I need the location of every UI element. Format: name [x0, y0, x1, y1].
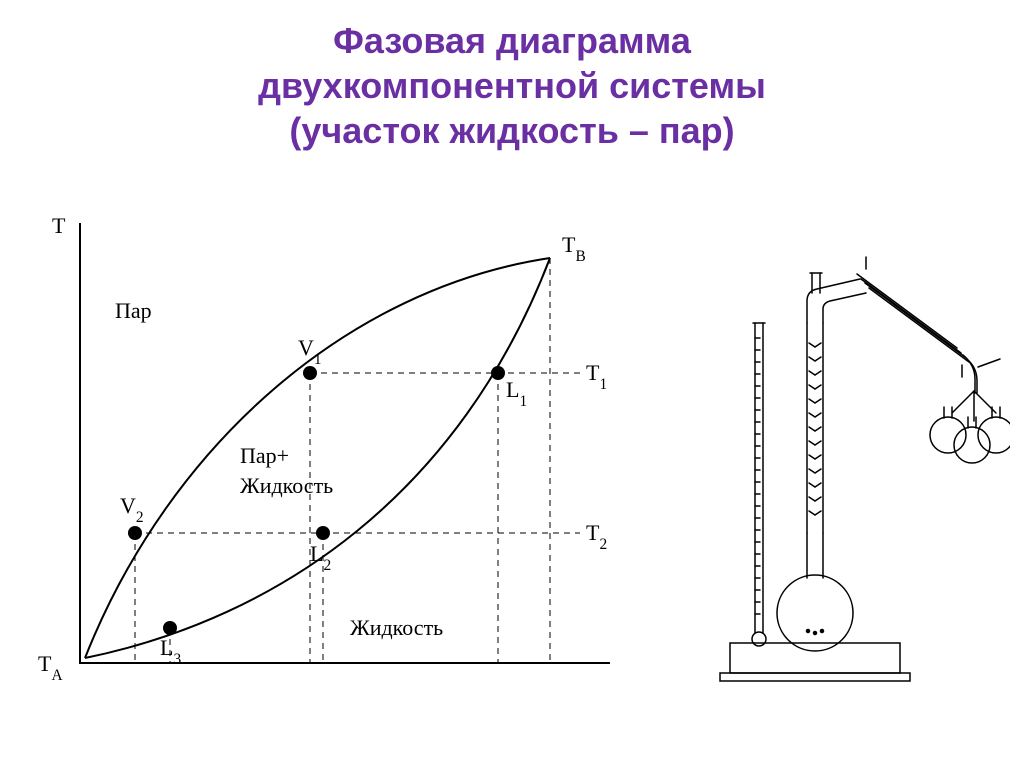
svg-text:T2: T2	[586, 520, 607, 553]
svg-text:Жидкость: Жидкость	[240, 473, 333, 498]
svg-text:TA: TA	[38, 651, 63, 684]
svg-text:Пар: Пар	[115, 298, 152, 323]
svg-text:L2: L2	[310, 541, 331, 574]
phase-diagram: TTATBT1T2V1L1V2L2L3ПарПар+ЖидкостьЖидкос…	[20, 163, 640, 723]
title-line-1: Фазовая диаграмма	[0, 18, 1024, 63]
svg-text:T: T	[52, 213, 66, 238]
svg-text:Пар+: Пар+	[240, 443, 289, 468]
svg-text:L1: L1	[506, 377, 527, 410]
content-area: TTATBT1T2V1L1V2L2L3ПарПар+ЖидкостьЖидкос…	[0, 153, 1024, 768]
title-line-3: (участок жидкость – пар)	[0, 108, 1024, 153]
svg-text:Жидкость: Жидкость	[350, 615, 443, 640]
page-title: Фазовая диаграмма двухкомпонентной систе…	[0, 0, 1024, 153]
svg-text:TB: TB	[562, 232, 586, 265]
svg-text:T1: T1	[586, 360, 607, 393]
svg-text:V1: V1	[298, 335, 322, 368]
title-line-2: двухкомпонентной системы	[0, 63, 1024, 108]
distillation-apparatus-diagram	[660, 213, 1010, 713]
svg-text:V2: V2	[120, 493, 144, 526]
